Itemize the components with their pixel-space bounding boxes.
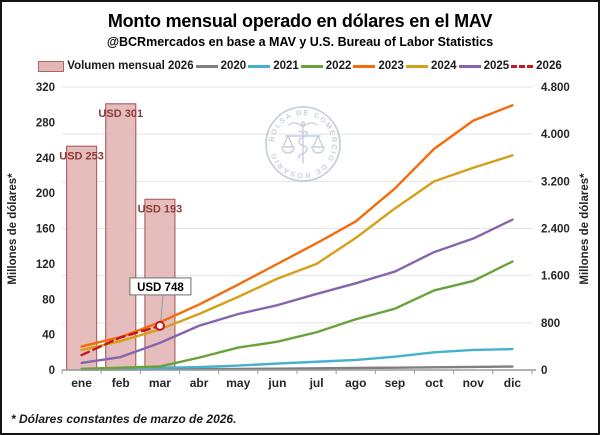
legend-swatch-2022 bbox=[300, 64, 323, 68]
callout-usd-748-label: USD 748 bbox=[137, 282, 184, 294]
legend-item-2025: 2025 bbox=[458, 60, 510, 72]
month-label: oct bbox=[425, 376, 443, 390]
legend-swatch-2026 bbox=[511, 64, 534, 68]
legend-label-bar: Volumen mensual 2026 bbox=[67, 60, 194, 72]
month-label: may bbox=[226, 376, 250, 390]
left-axis-tick: 160 bbox=[36, 224, 55, 236]
legend-label-2022: 2022 bbox=[325, 60, 352, 72]
line-series-2026 bbox=[80, 324, 162, 357]
right-axis-tick: 0 bbox=[541, 365, 547, 377]
month-label: sep bbox=[385, 376, 406, 390]
marker-usd-748 bbox=[154, 320, 165, 331]
left-axis-title: Millones de dólares* bbox=[7, 173, 19, 285]
legend-swatch-2023 bbox=[353, 64, 376, 68]
footnote: * Dólares constantes de marzo de 2026. bbox=[11, 412, 237, 426]
month-label: mar bbox=[149, 376, 171, 390]
legend-item-2024: 2024 bbox=[405, 60, 457, 72]
right-axis-title: Millones de dólares* bbox=[579, 173, 591, 285]
legend-swatch-2020 bbox=[195, 64, 218, 68]
legend-swatch-2021 bbox=[248, 64, 271, 68]
legend-label-2023: 2023 bbox=[378, 60, 404, 72]
legend-item-2026: 2026 bbox=[511, 60, 562, 72]
bar-feb bbox=[105, 103, 137, 371]
chart-legend: Volumen mensual 2026 2020 2021 2022 2023 2024… bbox=[2, 57, 598, 75]
chart-canvas: BOLSA DE COMERCIO DE ROSARIO USD 253 USD 3… bbox=[7, 82, 591, 390]
left-axis-tick: 320 bbox=[36, 82, 55, 94]
right-axis-tick: 3.200 bbox=[541, 176, 570, 188]
left-axis-tick: 120 bbox=[36, 259, 55, 271]
left-axis-tick: 280 bbox=[36, 117, 55, 129]
legend-label-2021: 2021 bbox=[273, 60, 299, 72]
month-label: feb bbox=[112, 376, 130, 390]
legend-swatch-bar bbox=[38, 60, 65, 72]
left-axis-tick: 240 bbox=[36, 153, 55, 165]
left-axis-tick: 0 bbox=[49, 365, 55, 377]
left-axis-tick: 200 bbox=[36, 188, 55, 200]
right-axis-tick: 1.600 bbox=[541, 271, 570, 283]
legend-label-2020: 2020 bbox=[220, 60, 247, 72]
right-axis-tick: 2.400 bbox=[541, 224, 570, 236]
right-axis-tick: 800 bbox=[541, 318, 560, 330]
month-label: jun bbox=[267, 376, 286, 390]
legend-label-2026: 2026 bbox=[536, 60, 562, 72]
chart-subtitle: @BCRmercados en base a MAV y U.S. Bureau… bbox=[106, 35, 494, 49]
line-series-2021 bbox=[80, 347, 514, 371]
legend-item-2020: 2020 bbox=[195, 60, 247, 72]
right-axis-tick: 4.000 bbox=[541, 129, 570, 141]
legend-item-volumen-mensual-2026: Volumen mensual 2026 bbox=[38, 60, 194, 72]
bcr-watermark-logo: BOLSA DE COMERCIO DE ROSARIO bbox=[265, 106, 341, 182]
bar-ene bbox=[65, 145, 98, 371]
left-axis-tick: 40 bbox=[42, 330, 55, 342]
month-label: dic bbox=[504, 376, 522, 390]
watermark-outer-ring bbox=[265, 106, 341, 182]
line-series-2025 bbox=[80, 218, 514, 365]
month-label: abr bbox=[190, 376, 209, 390]
legend-label-2025: 2025 bbox=[483, 60, 510, 72]
legend-item-2021: 2021 bbox=[248, 60, 299, 72]
caduceus-scales-emblem bbox=[281, 121, 325, 164]
callout-leader-line bbox=[160, 294, 164, 321]
month-label: ene bbox=[71, 376, 92, 390]
chart-title: Monto mensual operado en dólares en el M… bbox=[107, 11, 493, 31]
line-series-2024 bbox=[80, 154, 514, 352]
legend-swatch-2024 bbox=[405, 64, 428, 68]
right-axis-tick: 4.800 bbox=[541, 82, 570, 94]
callout-box bbox=[129, 277, 192, 296]
bar-value-label: USD 253 bbox=[59, 150, 104, 162]
line-series-2023 bbox=[80, 104, 514, 348]
bar-value-label: USD 193 bbox=[138, 203, 183, 215]
legend-label-2024: 2024 bbox=[430, 60, 457, 72]
month-label: nov bbox=[463, 376, 485, 390]
month-label: ago bbox=[345, 376, 366, 390]
left-axis-tick: 80 bbox=[42, 294, 55, 306]
legend-swatch-2025 bbox=[458, 64, 481, 68]
legend-item-2023: 2023 bbox=[353, 60, 404, 72]
legend-item-2022: 2022 bbox=[300, 60, 352, 72]
line-series-2022 bbox=[80, 260, 514, 371]
bar-value-label: USD 301 bbox=[98, 108, 143, 120]
month-label: jul bbox=[309, 376, 324, 390]
